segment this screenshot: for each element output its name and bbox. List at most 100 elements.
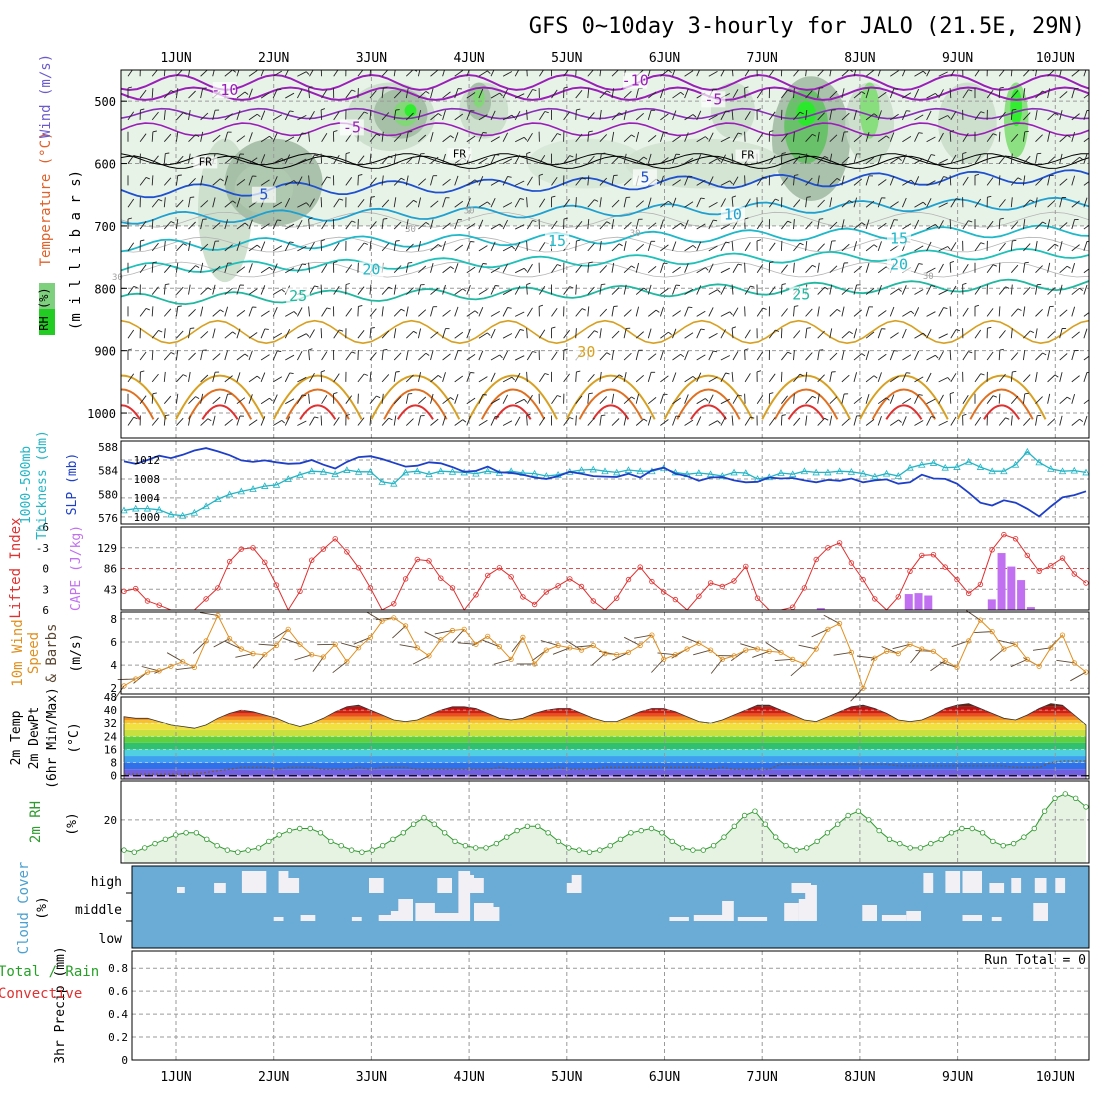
wind-barb: [478, 307, 484, 317]
rh2m-point: [638, 827, 644, 834]
wind-barb: [236, 91, 246, 99]
lifted-index-point: [520, 594, 526, 600]
wind-barb: [502, 158, 513, 164]
wind-barb-flag: [339, 329, 344, 332]
wind-barb: [151, 175, 154, 186]
wind10-tick-label: 8: [110, 613, 117, 626]
wind-barb: [321, 220, 328, 230]
wind-barb: [998, 262, 1001, 273]
wind-barb: [248, 375, 258, 383]
wind-barb-flag: [704, 267, 709, 271]
surface-isotherm: [201, 404, 239, 420]
rh2m-point: [431, 821, 437, 827]
wind-barb: [297, 176, 303, 186]
wind10-barb: [566, 640, 582, 651]
wind-barb-flag: [281, 158, 286, 162]
wind10-point: [602, 650, 608, 657]
wind-barb: [684, 263, 689, 273]
isotherm-label-bg: [251, 186, 276, 203]
wind-barb: [175, 131, 179, 142]
wind-barb: [260, 154, 266, 164]
rh2m-point: [566, 845, 572, 851]
wind-barb-flag: [873, 113, 878, 117]
wind-barb-flag: [177, 305, 182, 307]
thickness-point: [1023, 447, 1032, 455]
wind-barb: [744, 416, 751, 426]
wind-barb: [442, 110, 446, 121]
wind-barb-flag: [576, 108, 581, 111]
wind-barb: [805, 90, 813, 99]
surface-isotherm: [396, 404, 434, 420]
temp-band: [124, 736, 1086, 743]
wind10-barb: [272, 628, 289, 640]
lifted-index-point: [1059, 555, 1066, 561]
wind-barb: [575, 308, 583, 317]
rh2m-point: [359, 849, 365, 855]
cape-bar: [997, 553, 1006, 610]
wind-barb: [212, 309, 221, 317]
wind-barb: [297, 350, 303, 361]
wind-barb: [611, 131, 615, 142]
wind-barb: [950, 285, 957, 295]
wind-barb: [901, 110, 907, 121]
wind-barb: [781, 133, 788, 143]
thickness-point: [354, 467, 363, 475]
wind-barb: [672, 70, 676, 77]
wind-barb: [1023, 374, 1031, 383]
wind-barb: [176, 417, 184, 426]
wind-barb-flag: [244, 222, 249, 226]
wind-barb: [720, 372, 726, 383]
surface-isotherm: [383, 388, 448, 420]
thickness-point: [589, 465, 597, 473]
wind-barb: [417, 284, 422, 295]
wind-barb: [731, 328, 734, 339]
thickness-point: [812, 468, 820, 476]
wind-barb: [163, 395, 172, 404]
bottom-day-label: 4JUN: [453, 1070, 484, 1085]
wind-barb: [865, 350, 870, 361]
wind-barb: [768, 242, 776, 252]
wind-barb: [405, 374, 414, 383]
wind10-point: [250, 650, 256, 657]
wind-barb: [890, 288, 899, 295]
wind-barb-flag: [643, 156, 648, 160]
wind10-point: [520, 634, 526, 641]
wind-barb: [1022, 175, 1026, 186]
wind-barb: [393, 371, 397, 382]
wind-barb: [672, 135, 681, 143]
cape-axis-label: CAPE (J/kg): [69, 525, 84, 611]
wind-barb-flag: [532, 220, 537, 222]
rh2m-point: [938, 836, 944, 842]
wind-barb: [635, 418, 644, 426]
wind-barb: [599, 352, 608, 361]
wind-barb: [684, 88, 689, 99]
wind-barb-flag: [1042, 221, 1047, 225]
pressure-tick-label: 800: [94, 282, 116, 296]
rh2m-point: [576, 847, 582, 853]
wind-barb-flag: [999, 348, 1004, 351]
pressure-axis-label: (m i l l i b a r s): [68, 170, 84, 330]
surface-isotherm: [676, 388, 741, 420]
wind-barb-flag: [413, 199, 418, 203]
wind-barb: [1059, 241, 1063, 251]
wind10-barb: [312, 656, 324, 672]
wind-barb: [139, 89, 147, 99]
wind10-barb: [213, 638, 230, 648]
wind-barb: [660, 244, 669, 252]
wind-barb: [1047, 200, 1056, 208]
wind-barb: [793, 219, 795, 230]
cloud-cell: [214, 883, 226, 893]
lifted-index-point: [942, 564, 948, 570]
wind-barb-flag: [906, 372, 911, 374]
wind10-point: [661, 656, 667, 663]
temp-band: [124, 775, 1086, 779]
wind-barb-flag: [526, 413, 531, 416]
wind10-point: [215, 612, 221, 619]
wind-barb: [236, 153, 241, 164]
wind-barb: [1047, 243, 1056, 252]
wind-barb-flag: [314, 416, 319, 419]
isotherm-label-bg: [701, 91, 726, 108]
wind-barb: [526, 263, 533, 273]
wind10-barb: [892, 643, 911, 650]
cloud-cell: [669, 917, 689, 921]
